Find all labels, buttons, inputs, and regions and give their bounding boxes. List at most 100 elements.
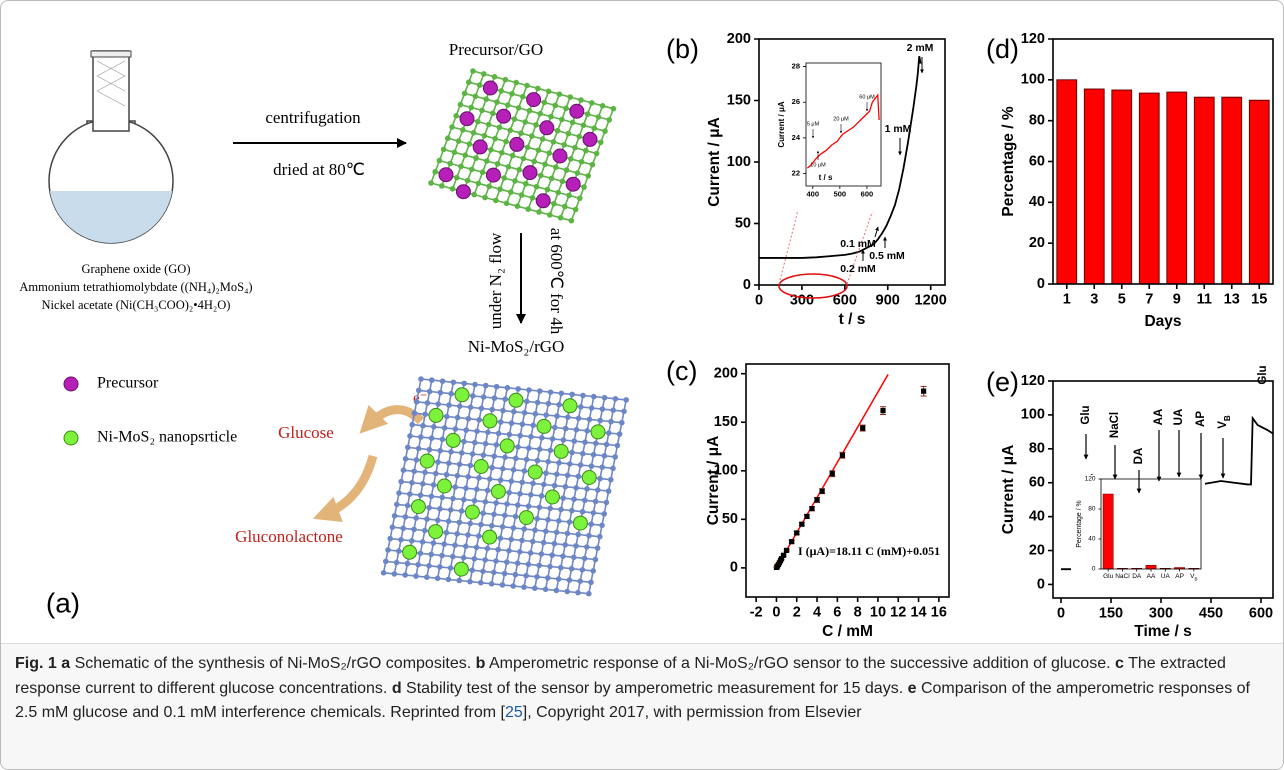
x-tick-label: 13: [1224, 292, 1240, 308]
lattice-atom: [480, 169, 486, 175]
y-tick-label: 0: [1037, 576, 1045, 592]
lattice-atom: [412, 410, 418, 416]
lattice-atom: [428, 552, 434, 558]
x-axis-label: Time / s: [1134, 623, 1191, 640]
lattice-atom: [444, 472, 450, 478]
lattice-atom: [490, 111, 496, 117]
lattice-atom: [392, 513, 398, 519]
lattice-atom: [517, 549, 523, 555]
nanoparticle: [446, 433, 460, 447]
nanoparticle: [500, 439, 514, 453]
x-tick-label: UA: [1161, 573, 1171, 580]
lattice-atom: [587, 417, 593, 423]
lattice-atom: [600, 406, 606, 412]
lattice-atom: [604, 442, 610, 448]
lattice-atom: [591, 452, 597, 458]
lattice-atom: [546, 401, 552, 407]
lattice-atom: [429, 377, 435, 383]
lattice-atom: [519, 538, 525, 544]
lattice-atom: [564, 167, 570, 173]
lattice-atom: [483, 441, 489, 447]
lattice-atom: [424, 574, 430, 580]
lattice-atom: [547, 212, 553, 218]
lattice-atom: [425, 400, 431, 406]
legend-label: Precursor: [97, 375, 159, 392]
y-axis-label: Current / μA: [1000, 445, 1017, 535]
lattice-atom: [473, 155, 479, 161]
lattice-atom: [409, 422, 415, 428]
x-tick-label: -2: [750, 605, 763, 621]
nanoparticle: [519, 511, 533, 525]
lattice-atom: [508, 189, 514, 195]
lattice-atom: [472, 556, 478, 562]
lattice-atom: [497, 186, 503, 192]
data-point: [794, 530, 799, 535]
lattice-atom: [593, 499, 599, 505]
lattice-atom: [565, 473, 571, 479]
lattice-atom: [500, 524, 506, 530]
lattice-atom: [515, 386, 521, 392]
lattice-atom: [557, 91, 563, 97]
lattice-atom: [415, 562, 421, 568]
lattice-atom: [606, 117, 612, 123]
reference-link[interactable]: 25: [505, 704, 523, 721]
lattice-atom: [520, 421, 526, 427]
y-tick-label: 24: [792, 133, 801, 142]
y-axis-label: Percentage / %: [1000, 106, 1017, 216]
lattice-atom: [468, 405, 474, 411]
x-tick-label: Glu: [1103, 573, 1114, 580]
lattice-atom: [526, 387, 532, 393]
lattice-atom: [597, 476, 603, 482]
nanoparticle: [456, 185, 470, 199]
lattice-atom: [507, 128, 513, 134]
lattice-atom: [579, 159, 585, 165]
lattice-atom: [546, 150, 552, 156]
lattice-atom: [427, 447, 433, 453]
lattice-atom: [503, 139, 509, 145]
lattice-atom: [570, 120, 576, 126]
panel-label: (b): [666, 34, 699, 64]
lattice-atom: [547, 564, 553, 570]
lattice-atom: [405, 561, 411, 567]
lattice-atom: [560, 553, 566, 559]
x-tick-label: 14: [910, 605, 926, 621]
lattice-atom: [555, 128, 561, 134]
lattice-atom: [602, 128, 608, 134]
lattice-atom: [440, 437, 446, 443]
lattice-atom: [567, 94, 573, 100]
bar: [1146, 565, 1156, 569]
reagent: Nickel acetate (Ni(CH₃COO)₂•4H₂O): [42, 298, 231, 312]
lattice-atom: [534, 516, 540, 522]
lattice-atom: [596, 114, 602, 120]
lattice-atom: [537, 446, 543, 452]
lattice-atom: [387, 536, 393, 542]
lattice-atom: [619, 420, 625, 426]
nanoparticle: [429, 408, 443, 422]
lattice-atom: [448, 565, 454, 571]
y-tick-label: 50: [722, 511, 738, 527]
x-tick-label: 400: [807, 190, 820, 199]
lattice-atom: [594, 151, 600, 157]
lattice-atom: [461, 555, 467, 561]
lattice-atom: [565, 531, 571, 537]
oxidized-label: Gluconolactone: [235, 527, 343, 546]
lattice-atom: [476, 533, 482, 539]
lattice-atom: [536, 147, 542, 153]
lattice-atom: [482, 133, 488, 139]
lattice-atom: [512, 178, 518, 184]
lattice-atom: [575, 170, 581, 176]
lattice-atom: [465, 532, 471, 538]
lattice-atom: [615, 443, 621, 449]
lattice-atom: [469, 167, 475, 173]
lattice-atom: [496, 431, 502, 437]
x-tick-label: 5: [1118, 292, 1126, 308]
lattice-atom: [517, 433, 523, 439]
lattice-atom: [450, 186, 456, 192]
lattice-atom: [610, 466, 616, 472]
lattice-atom: [442, 425, 448, 431]
lattice-atom: [462, 152, 468, 158]
caption-letter: b: [476, 655, 486, 672]
lattice-atom: [467, 521, 473, 527]
lattice-atom: [555, 190, 561, 196]
lattice-atom: [507, 432, 513, 438]
